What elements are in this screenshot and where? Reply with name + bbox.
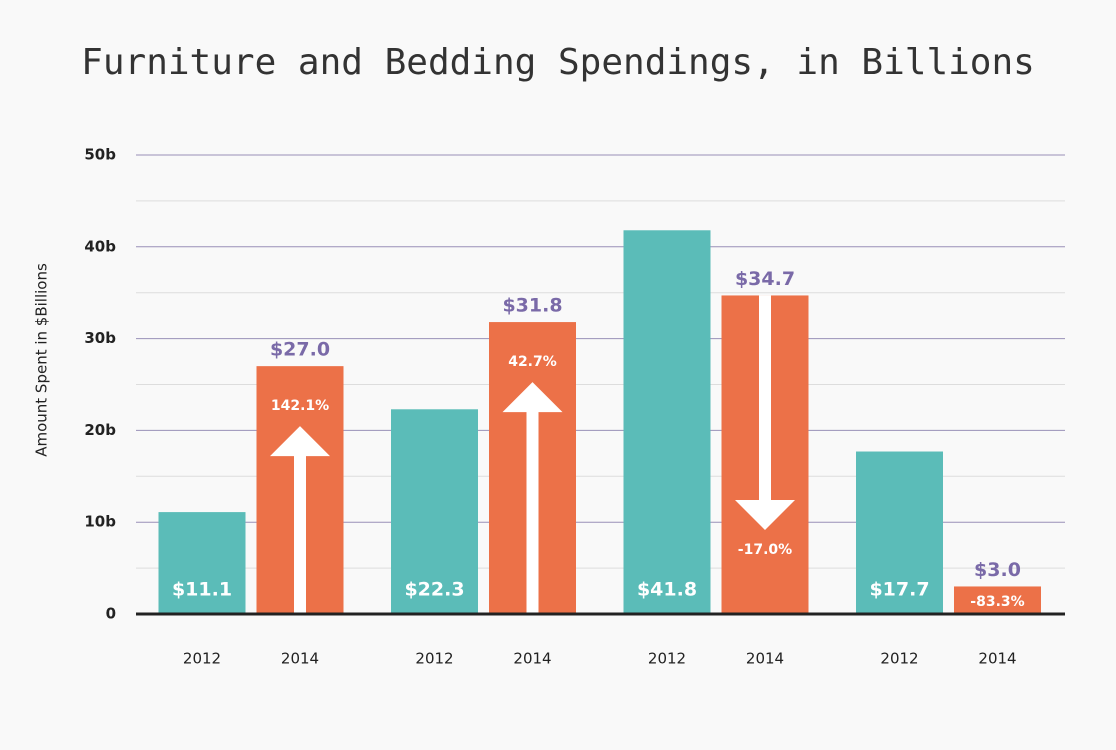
change-label: -83.3% xyxy=(970,594,1024,610)
value-label: $3.0 xyxy=(974,559,1021,581)
bar xyxy=(623,230,711,614)
arrow-up xyxy=(270,426,330,614)
x-tick-label: 2014 xyxy=(746,650,784,668)
y-tick-label: 10b xyxy=(84,513,116,531)
x-tick-label: 2012 xyxy=(415,650,453,668)
x-tick-label: 2014 xyxy=(978,650,1016,668)
bar xyxy=(158,512,246,614)
change-label: -17.0% xyxy=(738,542,792,558)
value-label: $41.8 xyxy=(637,579,697,601)
arrow-up xyxy=(502,382,563,614)
y-tick-label: 20b xyxy=(84,421,116,439)
change-label: 42.7% xyxy=(508,354,557,370)
x-tick-label: 2012 xyxy=(183,650,221,668)
y-tick-label: 40b xyxy=(84,237,116,255)
x-tick-label: 2014 xyxy=(281,650,319,668)
chart-title: Furniture and Bedding Spendings, in Bill… xyxy=(81,42,1035,83)
value-label: $22.3 xyxy=(404,579,464,601)
value-label: $17.7 xyxy=(869,579,929,601)
value-label: $34.7 xyxy=(735,268,795,290)
bar xyxy=(856,451,943,614)
y-tick-label: 30b xyxy=(84,329,116,347)
value-label: $27.0 xyxy=(270,339,330,361)
y-tick-label: 50b xyxy=(84,146,116,164)
arrow-down xyxy=(735,295,795,530)
y-tick-label: 0 xyxy=(106,605,116,623)
value-label: $11.1 xyxy=(172,579,232,601)
bar xyxy=(391,409,478,614)
x-tick-label: 2012 xyxy=(648,650,686,668)
y-axis-label: Amount Spent in $Billions xyxy=(33,263,51,457)
x-tick-label: 2012 xyxy=(880,650,918,668)
x-tick-label: 2014 xyxy=(513,650,551,668)
value-label: $31.8 xyxy=(502,295,562,317)
bar xyxy=(954,586,1041,614)
change-label: 142.1% xyxy=(271,398,329,414)
